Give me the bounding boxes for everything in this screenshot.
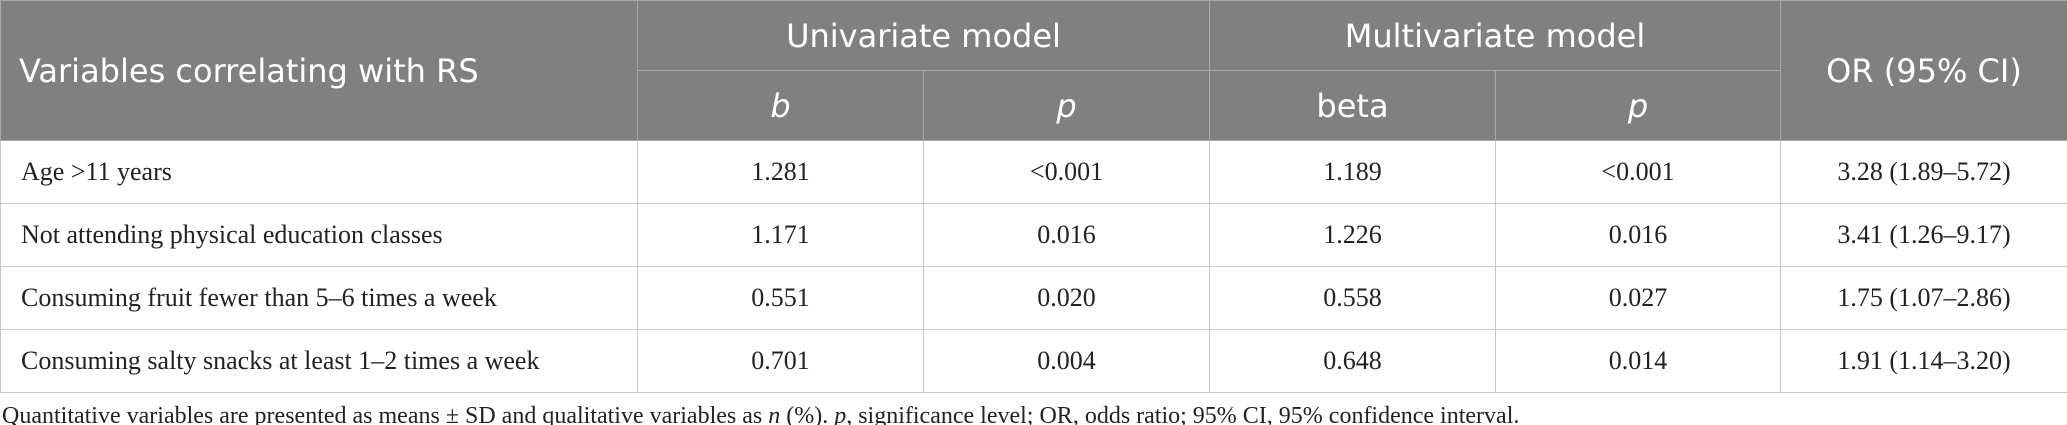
cell: 0.648: [1209, 329, 1496, 393]
footnote-text: (%).: [780, 403, 835, 425]
sub-header: b: [637, 70, 924, 141]
cell: 0.027: [1495, 266, 1781, 330]
cell: 1.281: [637, 140, 924, 204]
sub-header: p: [1495, 70, 1781, 141]
footnote-text: p: [834, 403, 847, 425]
cell: <0.001: [923, 140, 1210, 204]
table-row: Consuming salty snacks at least 1–2 time…: [0, 329, 2067, 393]
cell: 0.014: [1495, 329, 1781, 393]
footnote-text: , significance level; OR, odds ratio; 95…: [846, 403, 1520, 425]
cell: 0.558: [1209, 266, 1496, 330]
results-table: Variables correlating with RS Univariate…: [0, 0, 2067, 393]
sub-header: beta: [1209, 70, 1496, 141]
cell: 3.41 (1.26–9.17): [1780, 203, 2067, 267]
cell: 1.226: [1209, 203, 1496, 267]
cell: 1.171: [637, 203, 924, 267]
table-row: Consuming fruit fewer than 5–6 times a w…: [0, 266, 2067, 330]
cell: 0.016: [923, 203, 1210, 267]
table-row: Age >11 years 1.281 <0.001 1.189 <0.001 3.28 …: [0, 140, 2067, 204]
or-header: OR (95% CI): [1780, 0, 2067, 141]
cell: 0.004: [923, 329, 1210, 393]
cell: 0.551: [637, 266, 924, 330]
cell: 0.016: [1495, 203, 1781, 267]
cell: <0.001: [1495, 140, 1781, 204]
table-body: Age >11 years 1.281 <0.001 1.189 <0.001 3.28 …: [0, 140, 2067, 393]
row-label: Consuming fruit fewer than 5–6 times a w…: [0, 266, 638, 330]
cell: 0.701: [637, 329, 924, 393]
cell: 1.75 (1.07–2.86): [1780, 266, 2067, 330]
row-label-header: Variables correlating with RS: [0, 0, 638, 141]
table-row: Not attending physical education classes…: [0, 203, 2067, 267]
row-label: Consuming salty snacks at least 1–2 time…: [0, 329, 638, 393]
cell: 0.020: [923, 266, 1210, 330]
group-header: Univariate model: [637, 0, 1210, 71]
footnote-text: Quantitative variables are presented as …: [2, 403, 769, 425]
cell: 1.189: [1209, 140, 1496, 204]
footnote-text: n: [768, 403, 781, 425]
cell: 1.91 (1.14–3.20): [1780, 329, 2067, 393]
group-header: Multivariate model: [1209, 0, 1781, 71]
sub-header: p: [923, 70, 1210, 141]
row-label: Age >11 years: [0, 140, 638, 204]
footnote: Quantitative variables are presented as …: [0, 393, 2067, 425]
cell: 3.28 (1.89–5.72): [1780, 140, 2067, 204]
row-label: Not attending physical education classes: [0, 203, 638, 267]
